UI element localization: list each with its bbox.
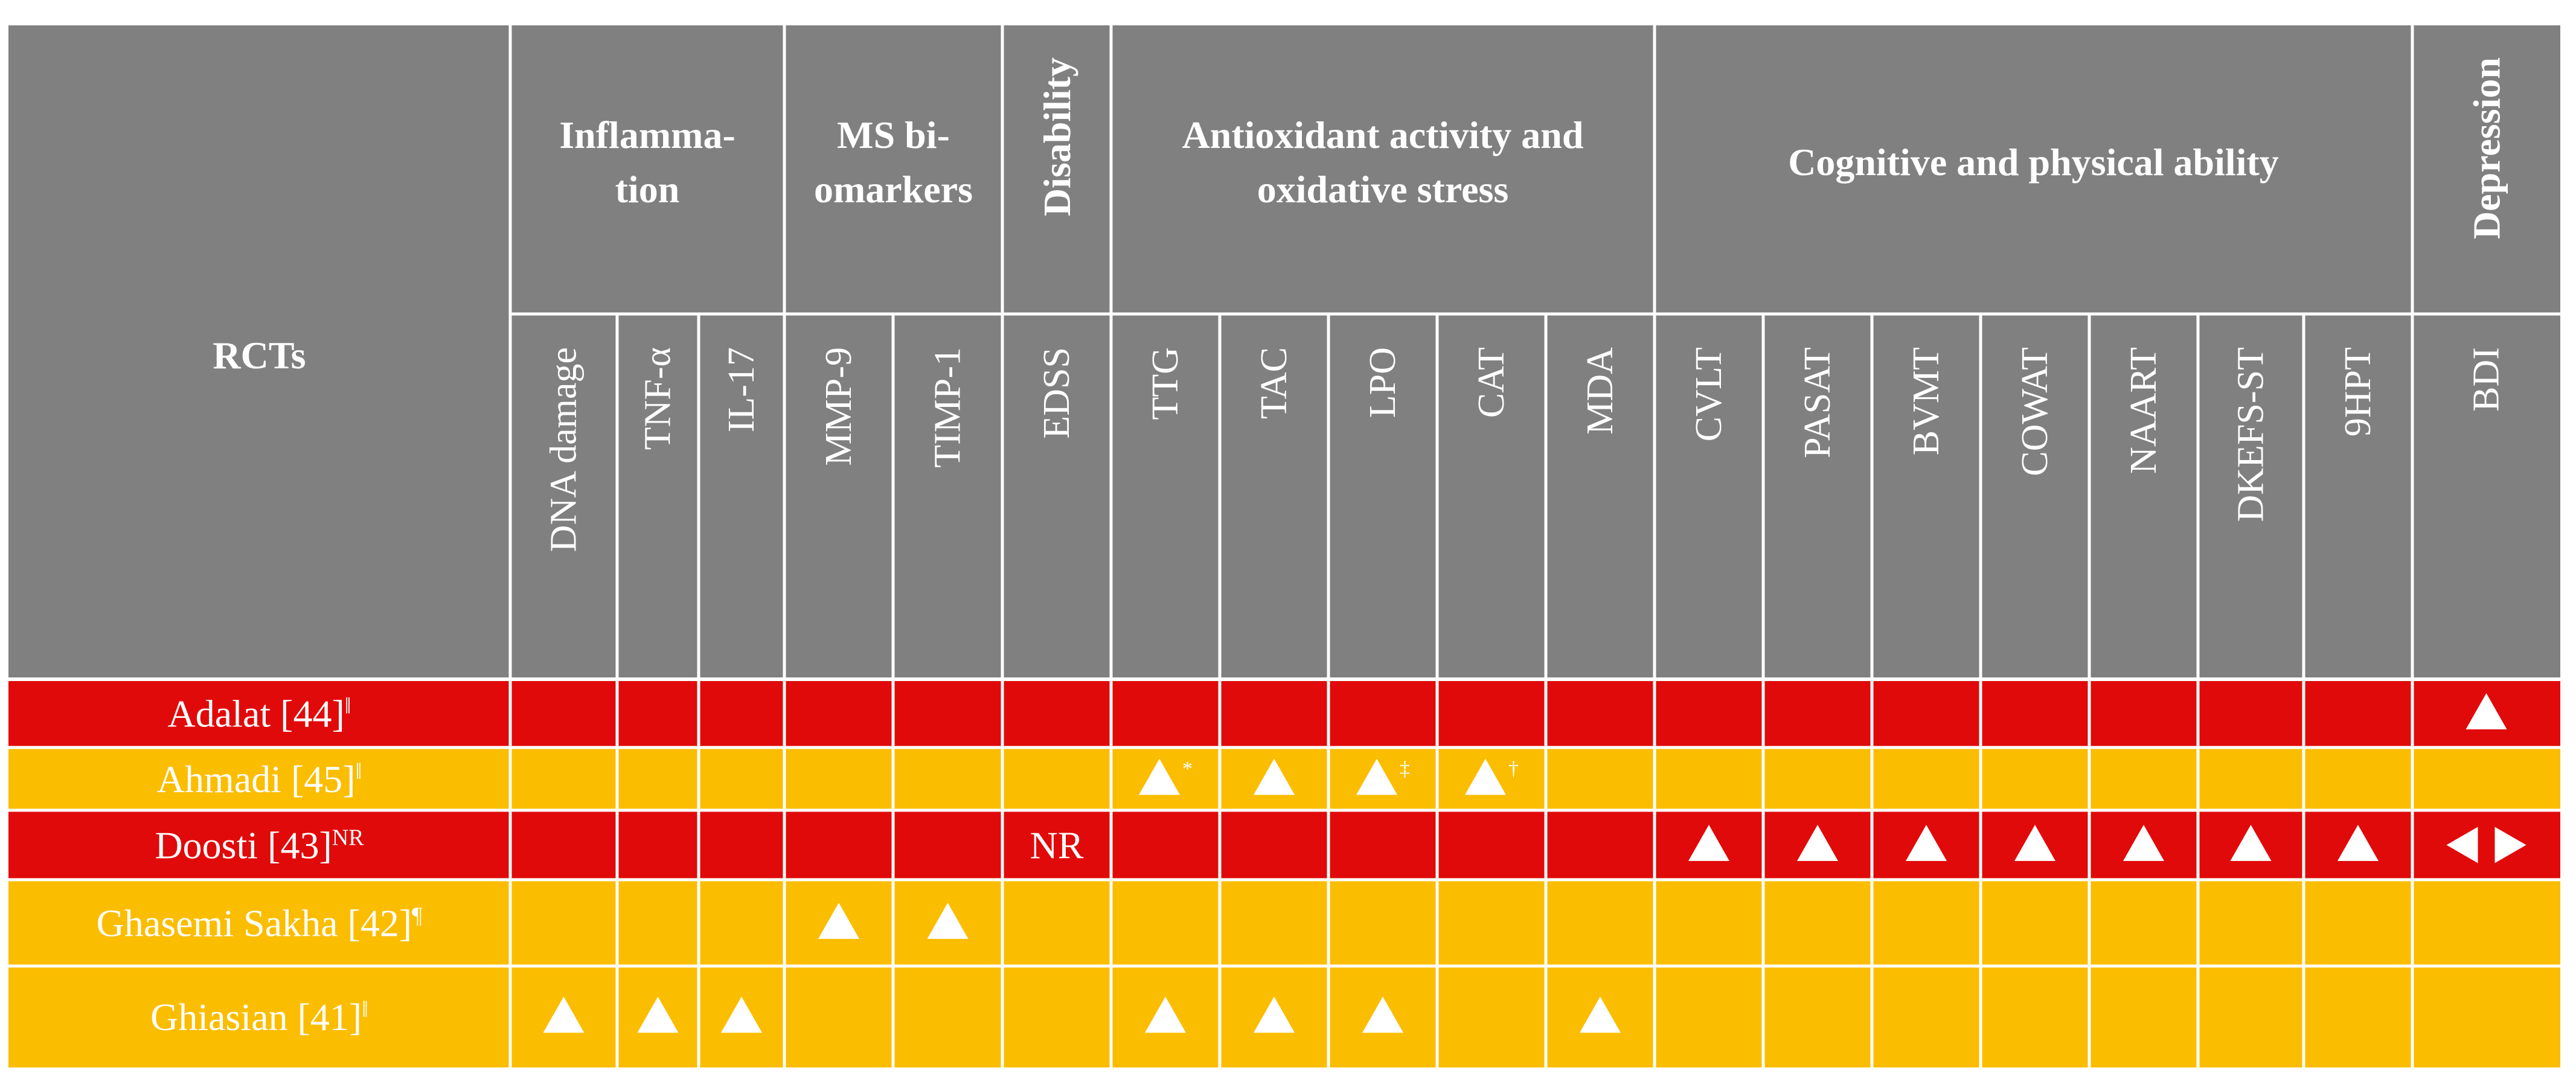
row-superscript: ‖ [356, 759, 362, 784]
column-header: BDI [2466, 347, 2507, 412]
table-row-background [8, 880, 2560, 966]
group-header-inflammation: Inflamma- [559, 114, 735, 156]
row-superscript: ‖ [345, 694, 351, 719]
footnote-mark: * [1182, 758, 1193, 780]
row-superscript: ‖ [362, 997, 368, 1022]
column-header: CVLT [1688, 347, 1729, 441]
increase-triangle-icon [1356, 758, 1397, 795]
rcts-header: RCTs [213, 334, 306, 377]
column-header: 9HPT [2337, 347, 2379, 437]
row-label: Ghasemi Sakha [42]¶ [97, 902, 423, 945]
row-superscript: NR [332, 825, 364, 851]
column-header: EDSS [1036, 347, 1077, 439]
column-header: NAART [2123, 347, 2164, 474]
column-header: COWAT [2014, 347, 2055, 476]
increase-triangle-icon [1362, 996, 1403, 1033]
cell-not-reported: NR [1030, 824, 1084, 867]
row-label: Doosti [43]NR [155, 824, 364, 867]
increase-triangle-icon [2014, 825, 2055, 862]
row-superscript: ¶ [412, 903, 422, 929]
increase-triangle-icon [818, 903, 859, 939]
increase-triangle-icon [1797, 825, 1838, 862]
column-header: TAC [1254, 347, 1295, 419]
group-header-ms_biomarkers: omarkers [814, 168, 973, 211]
increase-triangle-icon [1688, 825, 1729, 862]
column-header: TTG [1145, 347, 1186, 420]
row-label: Ghiasian [41]‖ [150, 996, 368, 1038]
column-header: PASAT [1797, 347, 1838, 458]
column-header: DNA damage [543, 347, 585, 552]
increase-triangle-icon [927, 903, 969, 939]
increase-triangle-icon [1906, 825, 1947, 862]
group-header-antioxidant: oxidative stress [1257, 168, 1509, 211]
column-header: MDA [1580, 347, 1621, 435]
increase-triangle-icon [1580, 996, 1621, 1033]
column-header: LPO [1362, 347, 1403, 418]
increase-triangle-icon [2337, 825, 2379, 862]
row-name: Ahmadi [45] [157, 758, 356, 801]
group-header-depression: Depression [2465, 57, 2508, 239]
row-label: Adalat [44]‖ [168, 693, 351, 735]
column-header: TIMP-1 [928, 347, 969, 468]
column-header: BVMT [1906, 347, 1947, 455]
row-name: Adalat [44] [168, 693, 345, 735]
group-header-disability: Disability [1036, 57, 1078, 216]
column-header: IL-17 [721, 347, 762, 432]
footnote-mark: † [1508, 758, 1519, 780]
increase-triangle-icon [2494, 827, 2526, 863]
increase-triangle-icon [543, 996, 585, 1033]
row-name: Doosti [43] [155, 824, 332, 867]
row-name: Ghiasian [41] [150, 996, 362, 1038]
increase-triangle-icon [2465, 693, 2507, 730]
column-header: TNF-α [638, 347, 679, 450]
header-background [8, 25, 2560, 679]
increase-triangle-icon [2123, 825, 2164, 862]
increase-triangle-icon [721, 996, 762, 1033]
column-header: DKEFS-ST [2231, 347, 2272, 522]
group-header-antioxidant: Antioxidant activity and [1182, 114, 1584, 156]
group-header-cognitive: Cognitive and physical ability [1788, 141, 2279, 184]
table-row-background [8, 679, 2560, 747]
increase-triangle-icon [1145, 996, 1186, 1033]
group-header-inflammation: tion [615, 168, 680, 211]
footnote-mark: ‡ [1400, 758, 1410, 780]
column-header: CAT [1471, 347, 1512, 418]
increase-triangle-icon [637, 996, 679, 1033]
column-header: MMP-9 [818, 347, 859, 466]
increase-triangle-icon [1254, 996, 1295, 1033]
increase-triangle-icon [1254, 758, 1295, 795]
group-header-ms_biomarkers: MS bi- [837, 114, 950, 156]
increase-triangle-icon [1465, 758, 1506, 795]
increase-triangle-icon [2230, 825, 2272, 862]
increase-triangle-icon [1139, 758, 1180, 795]
table-row-background [8, 810, 2560, 880]
row-name: Ghasemi Sakha [42] [97, 902, 412, 945]
row-label: Ahmadi [45]‖ [157, 758, 362, 801]
decrease-triangle-icon [2446, 827, 2478, 863]
